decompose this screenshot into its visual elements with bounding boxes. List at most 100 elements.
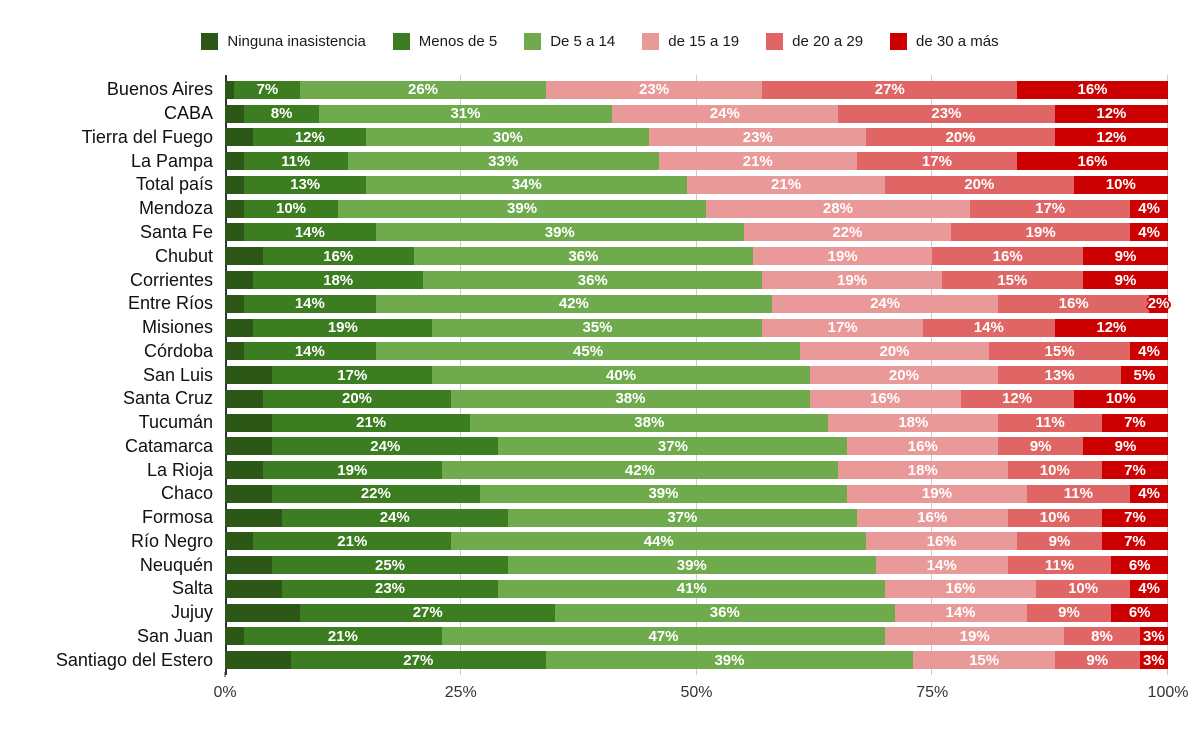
bar-segment-0 xyxy=(225,128,254,147)
bar-segment-5: 10% xyxy=(1073,175,1168,194)
bar-segment-1: 27% xyxy=(300,603,556,622)
bar-segment-1: 19% xyxy=(262,461,442,480)
segment-value-label: 19% xyxy=(921,485,952,503)
bar-segment-3: 19% xyxy=(847,484,1027,503)
bar-segment-4: 15% xyxy=(941,271,1084,289)
bar-segment-5: 7% xyxy=(1101,508,1168,527)
bar-segment-4: 16% xyxy=(932,247,1084,266)
segment-value-label: 15% xyxy=(997,271,1028,289)
bar-segment-4: 12% xyxy=(960,389,1074,408)
segment-value-label: 31% xyxy=(450,105,481,123)
chart-row: Santiago del Estero 27% 39% 15% 9% 3% xyxy=(0,648,1200,672)
row-label: Tierra del Fuego xyxy=(81,126,213,147)
row-label: Jujuy xyxy=(170,602,213,623)
legend-item-5: de 30 a más xyxy=(890,33,999,50)
legend: Ninguna inasistencia Menos de 5 De 5 a 14 d… xyxy=(0,33,1200,50)
legend-swatch-icon xyxy=(766,33,784,50)
segment-value-label: 7% xyxy=(1124,414,1146,432)
bar-segment-2: 39% xyxy=(545,651,914,670)
segment-value-label: 11% xyxy=(1035,414,1065,432)
bar-segment-3: 14% xyxy=(894,603,1027,622)
bar-segment-0 xyxy=(225,366,273,385)
stacked-bar: 21% 38% 18% 11% 7% xyxy=(225,413,1168,432)
bar-segment-2: 39% xyxy=(375,223,744,242)
segment-value-label: 21% xyxy=(356,414,387,432)
segment-value-label: 16% xyxy=(926,532,957,550)
stacked-bar: 24% 37% 16% 10% 7% xyxy=(225,508,1168,527)
segment-value-label: 5% xyxy=(1133,366,1156,384)
bar-segment-4: 15% xyxy=(988,342,1131,361)
bar-segment-3: 23% xyxy=(545,80,763,99)
chart-row: Neuquén 25% 39% 14% 11% 6% xyxy=(0,553,1200,577)
segment-value-label: 33% xyxy=(488,152,519,170)
bar-segment-5: 4% xyxy=(1130,199,1168,218)
chart-row: San Luis 17% 40% 20% 13% 5% xyxy=(0,363,1200,387)
bar-segment-0 xyxy=(225,175,244,194)
bar-segment-3: 20% xyxy=(809,366,999,385)
bar-segment-1: 7% xyxy=(234,80,301,99)
bar-segment-2: 38% xyxy=(470,413,829,432)
segment-value-label: 3% xyxy=(1142,651,1165,669)
bar-segment-2: 36% xyxy=(423,271,763,289)
bar-segment-4: 20% xyxy=(885,175,1074,194)
bar-segment-1: 14% xyxy=(243,223,376,242)
bar-segment-1: 11% xyxy=(243,152,348,171)
row-label: Total país xyxy=(135,174,213,195)
bar-segment-2: 36% xyxy=(555,603,895,622)
segment-value-label: 13% xyxy=(1044,366,1075,384)
bar-segment-4: 10% xyxy=(1007,508,1102,527)
segment-value-label: 20% xyxy=(945,128,976,146)
segment-value-label: 16% xyxy=(917,509,948,527)
bar-segment-5: 2% xyxy=(1148,294,1169,313)
bar-segment-5: 4% xyxy=(1130,223,1168,242)
bar-segment-3: 17% xyxy=(762,318,923,337)
segment-value-label: 8% xyxy=(1091,627,1113,645)
row-label: Buenos Aires xyxy=(106,79,213,100)
bar-segment-3: 19% xyxy=(885,627,1065,646)
chart-row: Catamarca 24% 37% 16% 9% 9% xyxy=(0,434,1200,458)
segment-value-label: 28% xyxy=(822,200,853,218)
segment-value-label: 27% xyxy=(412,604,443,622)
legend-item-label: Menos de 5 xyxy=(418,33,498,50)
bar-segment-5: 9% xyxy=(1083,437,1168,456)
chart-row: Formosa 24% 37% 16% 10% 7% xyxy=(0,506,1200,530)
segment-value-label: 44% xyxy=(643,532,674,550)
segment-value-label: 14% xyxy=(926,556,957,574)
bar-segment-0 xyxy=(225,247,263,266)
segment-value-label: 16% xyxy=(945,580,976,598)
stacked-bar: 10% 39% 28% 17% 4% xyxy=(225,199,1168,218)
bar-segment-0 xyxy=(225,437,273,456)
bar-segment-5: 12% xyxy=(1054,104,1168,123)
bar-segment-5: 12% xyxy=(1054,128,1168,147)
segment-value-label: 19% xyxy=(327,319,358,337)
row-label: Córdoba xyxy=(143,340,213,361)
segment-value-label: 10% xyxy=(1068,580,1099,598)
legend-swatch-icon xyxy=(890,33,908,50)
row-label: San Juan xyxy=(136,625,213,646)
chart-row: Chaco 22% 39% 19% 11% 4% xyxy=(0,482,1200,506)
bar-segment-5: 9% xyxy=(1083,247,1168,266)
bar-segment-5: 3% xyxy=(1139,627,1168,646)
bar-segment-2: 37% xyxy=(498,437,848,456)
row-label: Catamarca xyxy=(124,435,213,456)
segment-value-label: 21% xyxy=(337,532,368,550)
segment-value-label: 19% xyxy=(837,271,868,289)
bar-segment-5: 7% xyxy=(1101,532,1168,551)
segment-value-label: 39% xyxy=(507,200,538,218)
bar-segment-4: 17% xyxy=(969,199,1131,218)
bar-segment-3: 21% xyxy=(658,152,857,171)
segment-value-label: 39% xyxy=(648,485,679,503)
segment-value-label: 16% xyxy=(323,247,354,265)
row-label: La Pampa xyxy=(130,150,213,171)
segment-value-label: 14% xyxy=(294,342,325,360)
segment-value-label: 4% xyxy=(1138,342,1160,360)
bar-segment-1: 24% xyxy=(272,437,499,456)
bar-segment-1: 22% xyxy=(272,484,480,503)
bar-segment-3: 24% xyxy=(611,104,838,123)
segment-value-label: 25% xyxy=(375,556,406,574)
bar-segment-1: 21% xyxy=(243,627,442,646)
segment-value-label: 38% xyxy=(615,390,646,408)
bar-segment-1: 10% xyxy=(243,199,339,218)
legend-item-label: De 5 a 14 xyxy=(550,33,616,50)
